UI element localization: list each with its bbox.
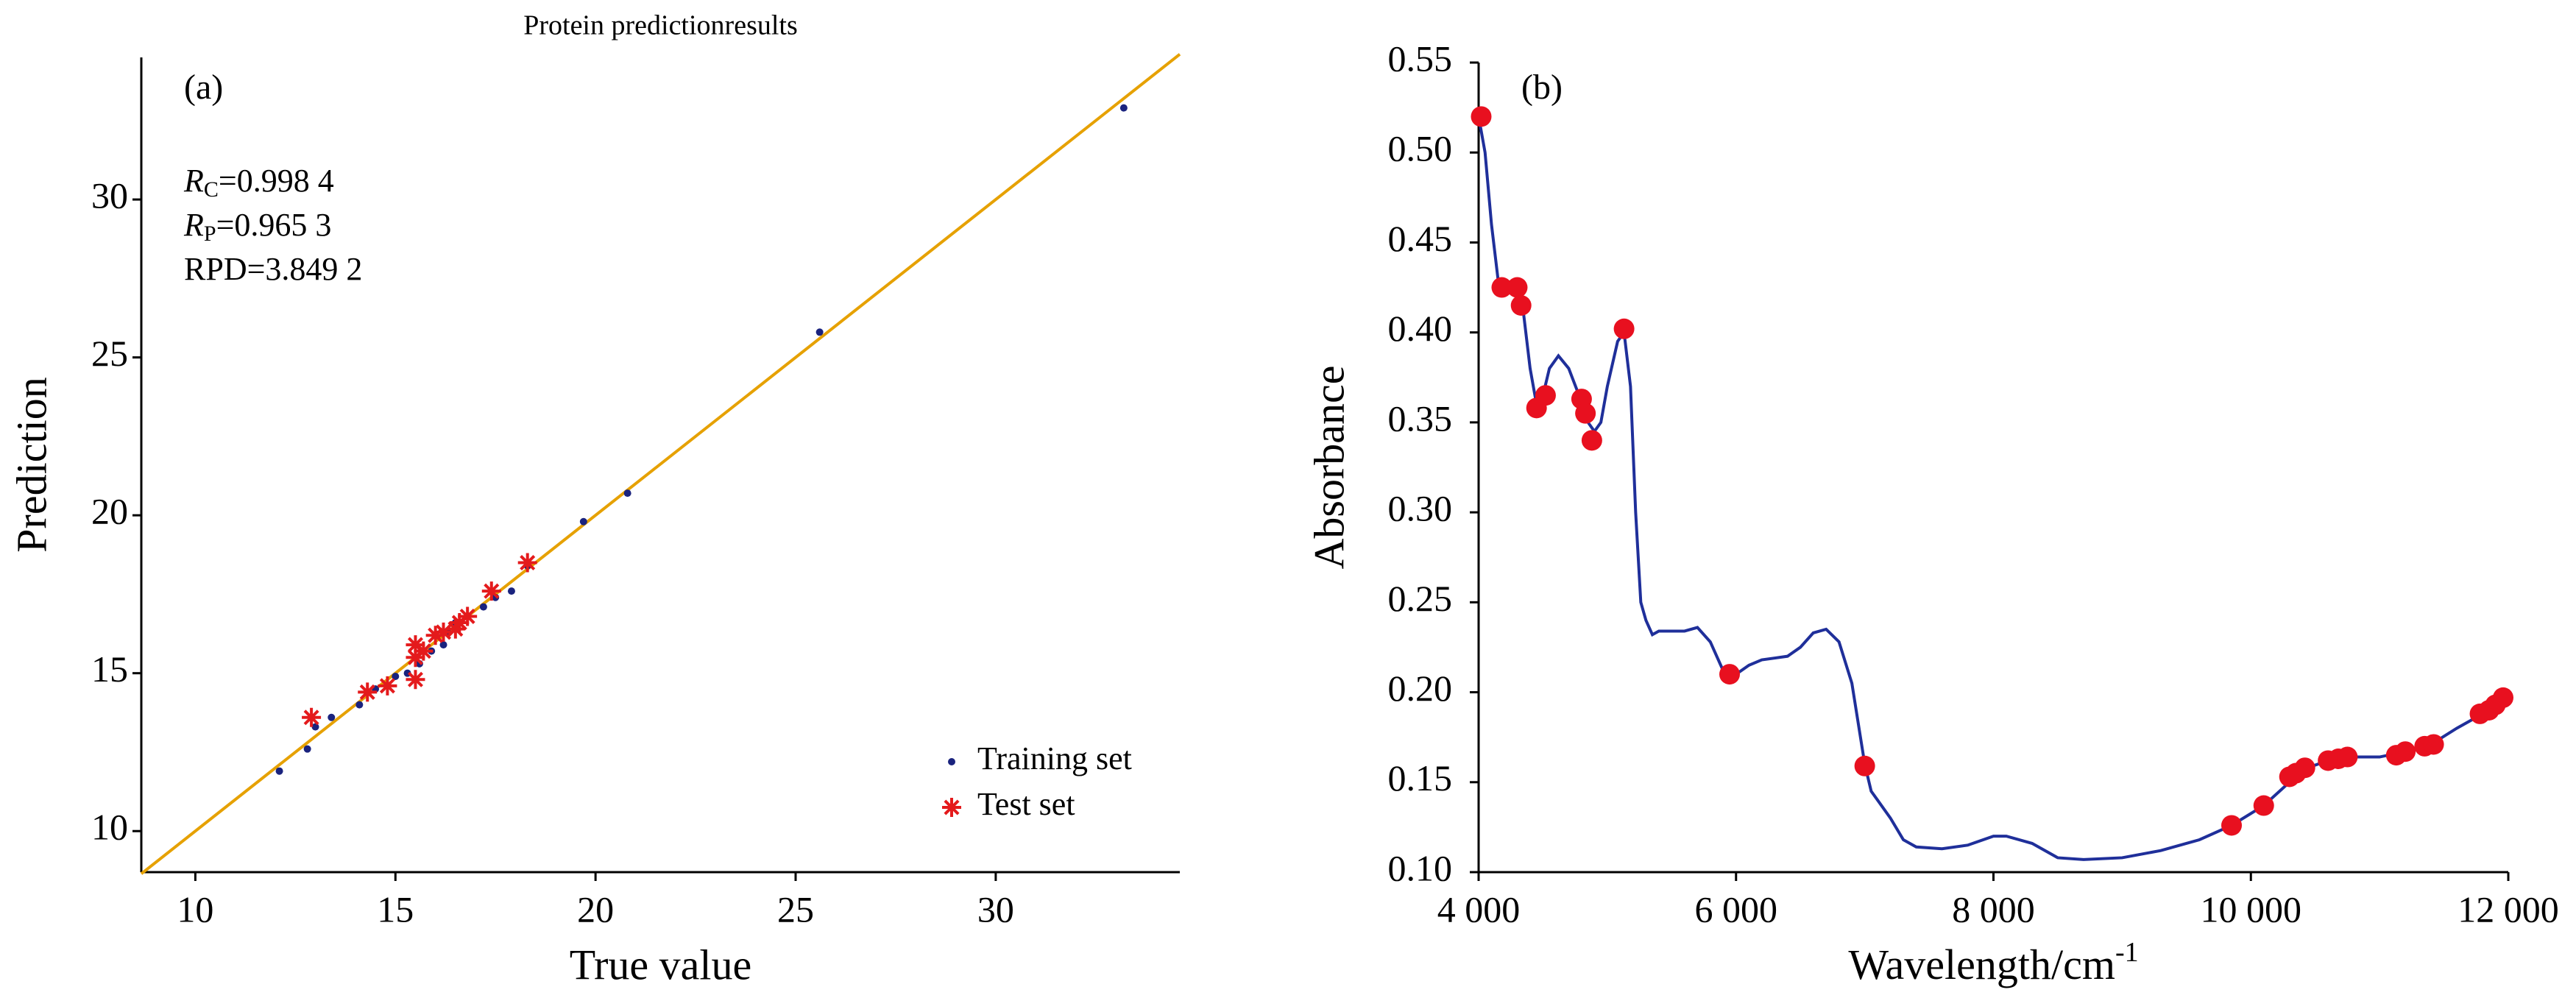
point [406,670,425,690]
point [303,745,311,753]
point [445,619,465,639]
x-tick-label: 10 [177,888,213,930]
spectrum-line [1477,116,2509,861]
point [507,587,515,595]
y-axis-label: Prediction [7,377,55,552]
x-tick-label: 10 000 [2201,888,2302,930]
stat-symbol: R [183,163,204,199]
point [1719,664,1741,685]
point [2337,746,2358,768]
point [439,641,447,649]
stat-annotation: RPD=3.849 2 [184,251,362,287]
point [579,517,587,525]
point [2493,687,2514,708]
reference-line [140,53,1181,875]
y-tick-label: 0.15 [1388,757,1453,799]
point [1581,430,1602,451]
chart-title: Protein predictionresults [523,10,798,41]
panel-label: (a) [184,68,223,107]
y-tick-label: 0.20 [1388,668,1453,709]
point [1510,295,1532,316]
legend-label: Training set [977,740,1132,776]
x-tick-label: 8 000 [1952,888,2035,930]
y-tick-label: 30 [91,175,128,216]
legend-marker [948,758,955,765]
stat-annotation: RP=0.965 3 [183,207,331,246]
point [450,613,470,633]
y-tick-label: 0.55 [1388,38,1453,79]
x-tick-label: 4 000 [1437,888,1521,930]
point [406,648,425,668]
point [302,707,322,727]
panel-label: (b) [1521,68,1563,107]
x-axis-label: True value [570,941,752,988]
point [2253,795,2274,816]
stat-text: =0.965 3 [216,207,332,243]
point [1575,403,1596,424]
stat-symbol: R [183,207,204,243]
y-tick-label: 25 [91,333,128,374]
y-axis-label: Absorbance [1305,365,1353,569]
y-tick-label: 0.45 [1388,218,1453,259]
point [392,672,400,680]
point [1119,104,1128,112]
x-tick-label: 20 [577,888,614,930]
point [1471,106,1492,127]
x-axis-label-sup: -1 [2115,937,2139,968]
stat-subscript: C [204,177,219,202]
legend-label: Test set [977,786,1075,822]
point [481,581,501,601]
point [1535,385,1556,406]
point [458,606,478,626]
point [1854,755,1875,776]
y-tick-label: 0.10 [1388,847,1453,888]
point [275,767,283,775]
y-tick-label: 10 [91,807,128,848]
point [311,723,319,731]
x-tick-label: 15 [377,888,414,930]
y-tick-label: 0.40 [1388,308,1453,349]
point [2221,815,2243,836]
y-tick-label: 15 [91,648,128,690]
y-tick-label: 0.30 [1388,488,1453,529]
x-tick-label: 6 000 [1695,888,1778,930]
point [1613,318,1635,339]
point [425,626,445,645]
legend-marker [942,798,961,817]
stat-text: RPD=3.849 2 [184,251,362,287]
y-tick-label: 20 [91,491,128,532]
point [406,635,425,655]
stat-subscript: P [204,222,216,246]
point [414,641,434,661]
stat-annotation: RC=0.998 4 [183,163,334,202]
y-tick-label: 0.25 [1388,578,1453,619]
x-axis-label-text: Wavelength/cm [1848,941,2115,988]
x-tick-label: 12 000 [2458,888,2559,930]
point [815,328,824,336]
stat-text: =0.998 4 [219,163,334,199]
point [355,701,364,709]
point [358,682,378,702]
point [434,622,453,642]
x-axis-label: Wavelength/cm-1 [1848,937,2138,989]
y-tick-label: 0.50 [1388,128,1453,169]
point [1491,277,1512,298]
point [623,489,631,498]
point [2423,734,2444,755]
point [328,713,336,721]
x-tick-label: 30 [977,888,1014,930]
point [1507,277,1528,298]
x-tick-label: 25 [777,888,814,930]
point [517,553,537,573]
point [2395,741,2416,762]
point [479,603,487,611]
point [378,676,397,696]
point [2294,757,2315,779]
y-tick-label: 0.35 [1388,397,1453,439]
